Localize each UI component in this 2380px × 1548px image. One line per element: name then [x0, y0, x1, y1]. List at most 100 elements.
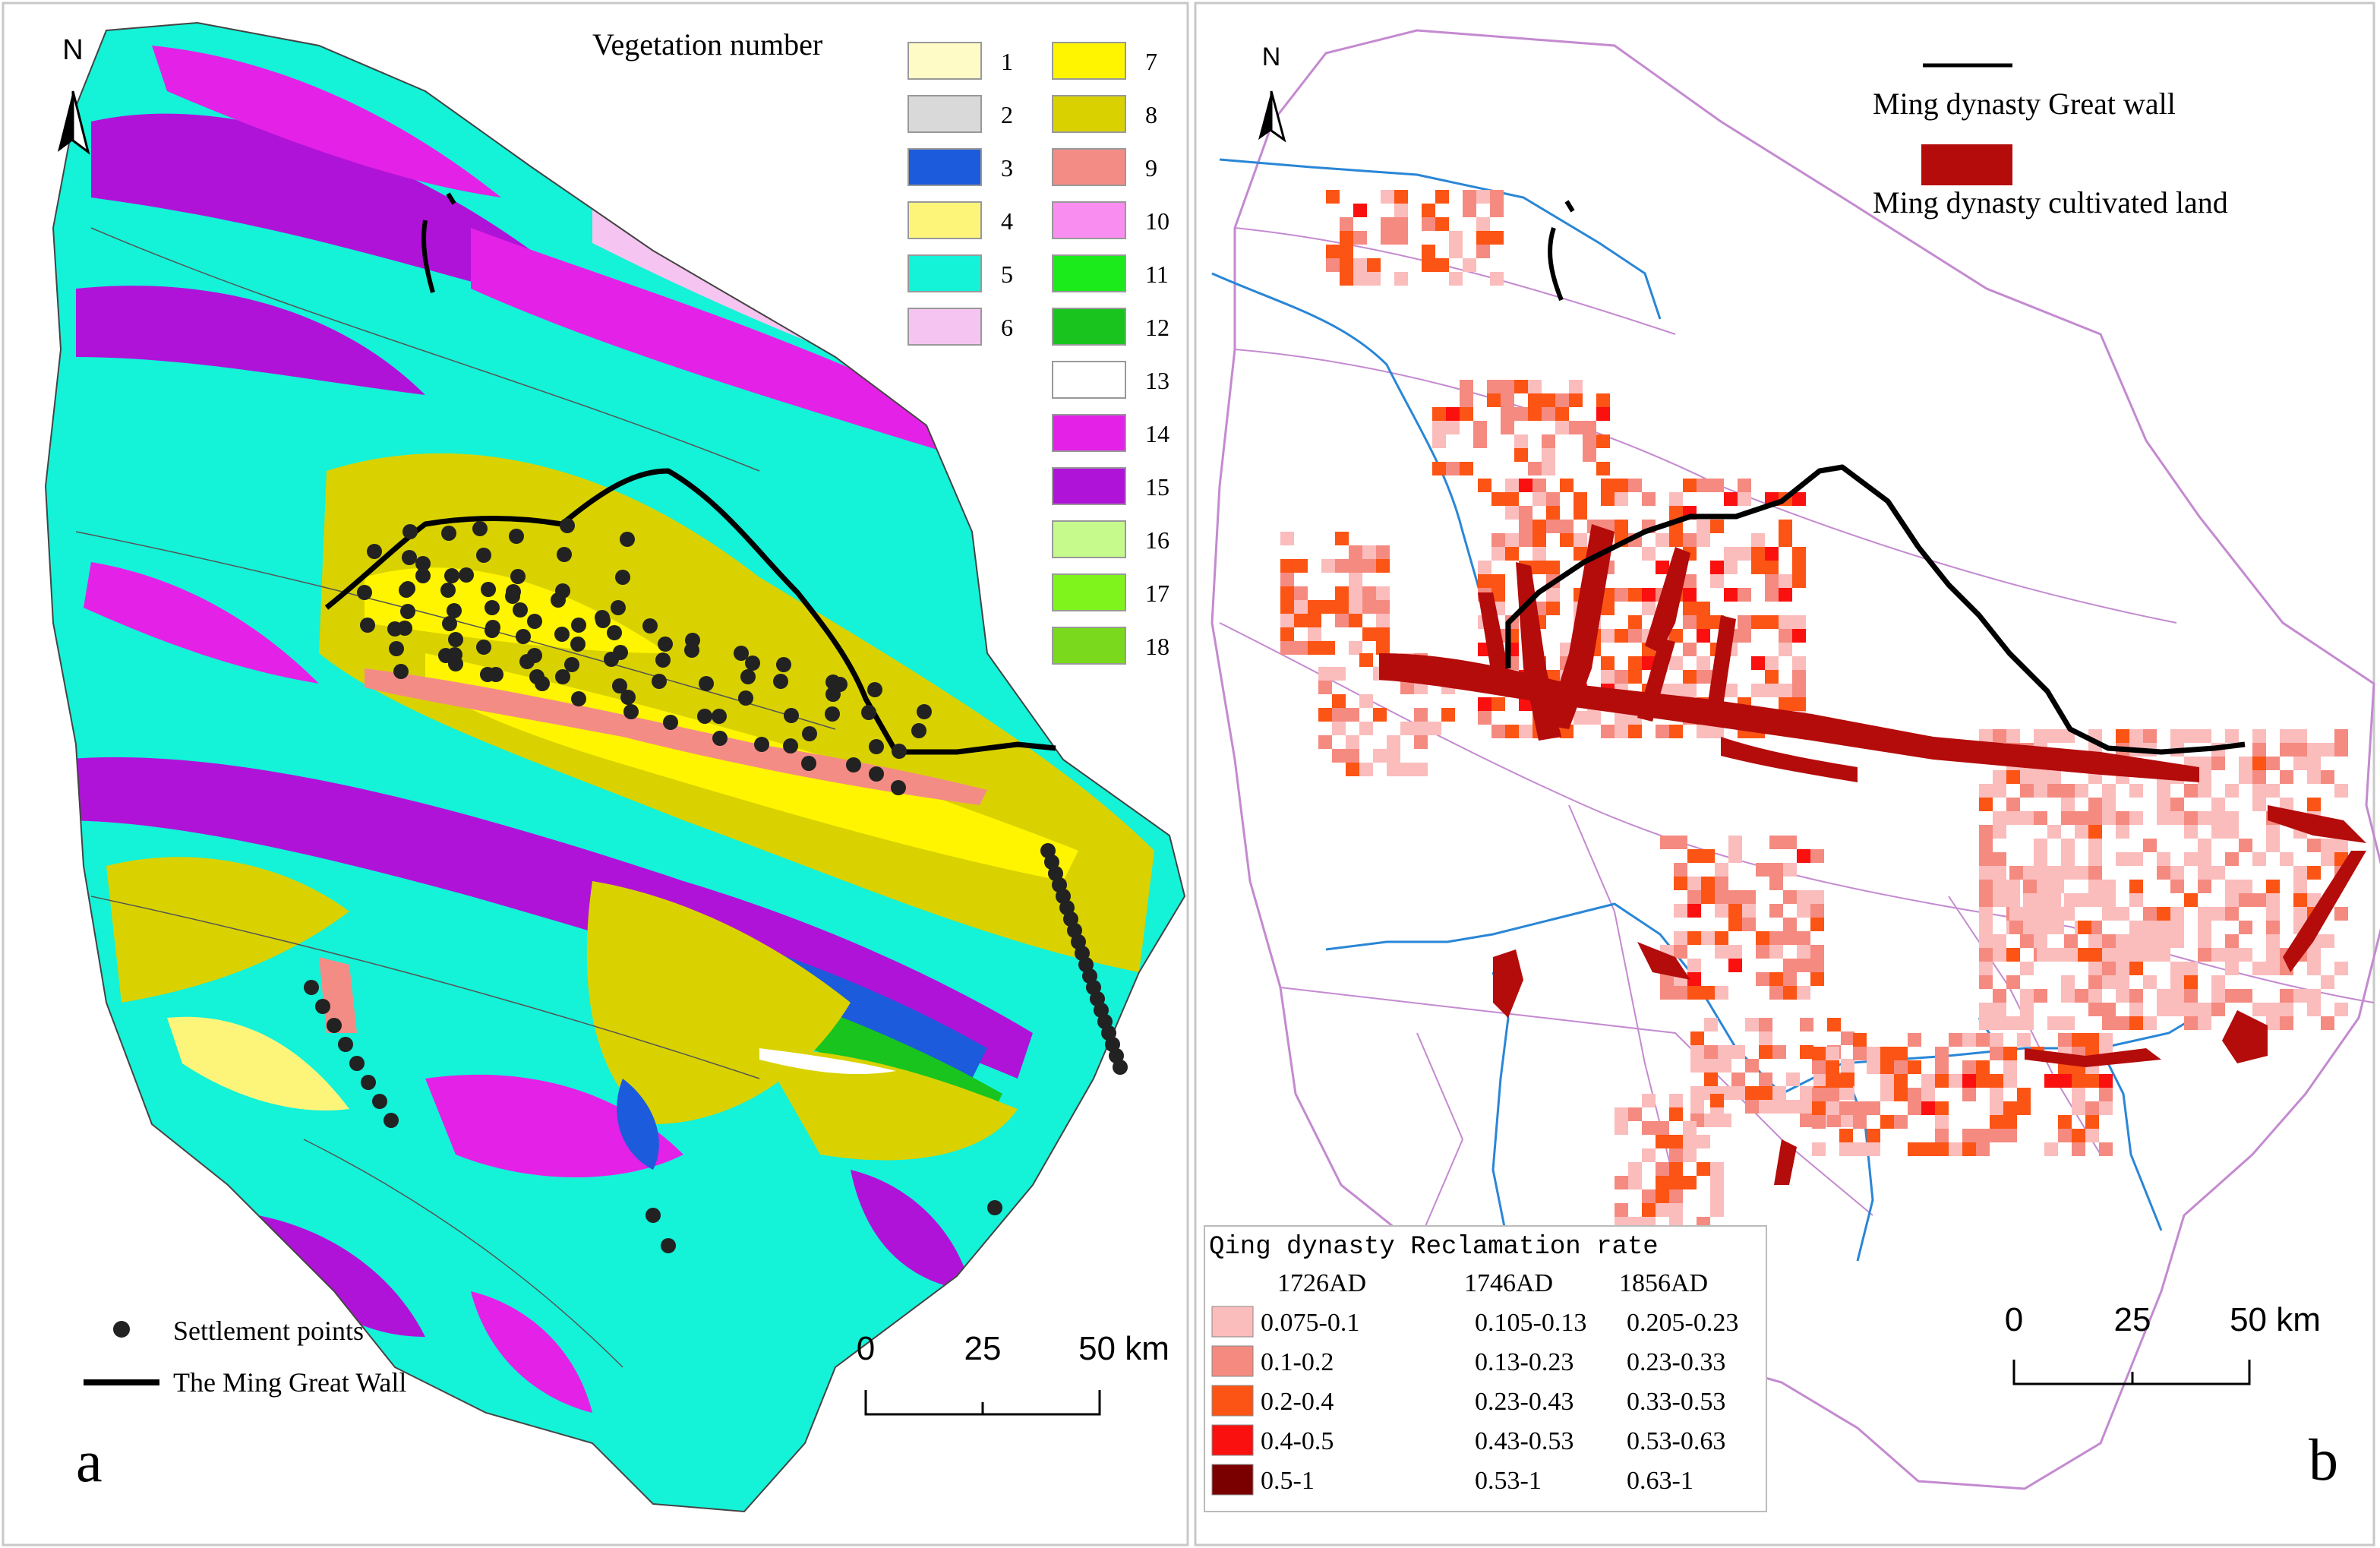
reclamation-cell — [1990, 1101, 2003, 1115]
settlement-point — [658, 637, 673, 652]
reclamation-cell — [1993, 934, 2006, 948]
vegetation-swatch-11 — [1052, 254, 1126, 292]
settlement-point — [513, 602, 528, 618]
reclamation-cell — [1979, 975, 1993, 989]
reclamation-cell — [2034, 934, 2047, 948]
reclamation-cell — [1765, 670, 1779, 684]
reclamation-cell — [1353, 204, 1367, 217]
settlement-point — [415, 568, 431, 583]
reclamation-cell — [2006, 893, 2020, 907]
reclamation-cell — [1710, 479, 1724, 492]
reclamation-cell — [1574, 711, 1587, 725]
settlement-point — [357, 585, 372, 600]
reclamation-cell — [1546, 561, 1560, 574]
reclamation-cell — [1697, 602, 1710, 615]
reclamation-cell — [1826, 1047, 1839, 1060]
reclamation-cell — [1478, 697, 1491, 711]
reclamation-cell — [2088, 975, 2102, 989]
svg-text:25: 25 — [964, 1330, 1002, 1367]
reclamation-cell — [2184, 1016, 2198, 1030]
reclamation-range: 0.33-0.53 — [1627, 1388, 1725, 1416]
reclamation-cell — [2047, 866, 2061, 880]
reclamation-cell — [2009, 907, 2023, 921]
reclamation-cell — [1751, 533, 1765, 547]
reclamation-cell — [2017, 1088, 2031, 1101]
reclamation-cell — [1414, 763, 1428, 776]
settlement-point — [338, 1037, 353, 1052]
reclamation-cell — [2211, 989, 2225, 1003]
reclamation-cell — [2017, 1101, 2031, 1115]
reclamation-cell — [2009, 921, 2023, 934]
reclamation-cell — [1528, 462, 1542, 475]
reclamation-cell — [1976, 1142, 1990, 1156]
reclamation-cell — [2280, 852, 2293, 866]
reclamation-cell — [1642, 1203, 1656, 1217]
settlement-point — [620, 690, 636, 705]
reclamation-cell — [2023, 880, 2037, 893]
reclamation-cell — [2143, 1016, 2157, 1030]
reclamation-cell — [2047, 825, 2061, 839]
reclamation-cell — [1683, 588, 1697, 602]
vegetation-swatch-5 — [907, 254, 982, 292]
reclamation-cell — [2170, 798, 2184, 811]
reclamation-cell — [2321, 852, 2334, 866]
reclamation-cell — [2170, 921, 2184, 934]
reclamation-cell — [2266, 893, 2280, 907]
reclamation-cell — [2157, 784, 2170, 798]
reclamation-cell — [1669, 1176, 1683, 1189]
reclamation-cell — [1800, 1100, 1813, 1114]
reclamation-cell — [1505, 547, 1519, 561]
reclamation-cell — [1993, 948, 2006, 962]
reclamation-cell — [1542, 393, 1555, 407]
reclamation-cell — [1962, 1129, 1976, 1142]
reclamation-range: 0.5-1 — [1261, 1467, 1315, 1495]
reclamation-cell — [1715, 890, 1728, 904]
reclamation-cell — [1728, 959, 1742, 972]
reclamation-cell — [1642, 1094, 1656, 1107]
reclamation-cell — [1669, 725, 1683, 738]
reclamation-cell — [2170, 729, 2184, 743]
reclamation-cell — [1880, 1074, 1894, 1088]
reclamation-cell — [1449, 272, 1463, 286]
reclamation-cell — [1949, 1033, 1962, 1047]
reclamation-cell — [1318, 667, 1332, 681]
reclamation-cell — [2006, 880, 2020, 893]
reclamation-cell — [2280, 729, 2293, 743]
vegetation-number-16: 16 — [1145, 526, 1169, 554]
reclamation-cell — [2088, 948, 2102, 962]
reclamation-cell — [2157, 852, 2170, 866]
reclamation-cell — [2198, 770, 2211, 784]
reclamation-range: 0.075-0.1 — [1261, 1309, 1359, 1337]
reclamation-cell — [1449, 245, 1463, 258]
reclamation-cell — [1935, 1142, 1949, 1156]
settlement-point — [604, 652, 619, 667]
reclamation-cell — [1812, 1142, 1826, 1156]
reclamation-cell — [2239, 989, 2252, 1003]
reclamation-cell — [2211, 757, 2225, 770]
reclamation-cell — [1690, 1086, 1704, 1100]
reclamation-cell — [2129, 948, 2143, 962]
reclamation-cell — [1546, 588, 1560, 602]
reclamation-cell — [2225, 907, 2239, 921]
reclamation-cell — [1674, 986, 1687, 1000]
reclamation-cell — [1759, 1045, 1772, 1059]
reclamation-cell — [1532, 520, 1546, 533]
reclamation-cell — [1962, 1088, 1976, 1101]
reclamation-cell — [2129, 852, 2143, 866]
reclamation-cell — [1935, 1129, 1949, 1142]
settlement-point — [557, 547, 572, 562]
reclamation-cell — [1908, 1088, 1921, 1101]
year-1726: 1726AD — [1277, 1269, 1366, 1297]
reclamation-cell — [1669, 1189, 1683, 1203]
reclamation-cell — [2006, 811, 2020, 825]
reclamation-cell — [1710, 1189, 1724, 1203]
reclamation-cell — [1908, 1142, 1921, 1156]
reclamation-cell — [2293, 757, 2307, 770]
reclamation-cell — [1710, 725, 1724, 738]
reclamation-cell — [1376, 614, 1390, 627]
reclamation-cell — [1772, 1100, 1786, 1114]
reclamation-cell — [1710, 1162, 1724, 1176]
reclamation-cell — [1280, 586, 1294, 600]
reclamation-cell — [1574, 533, 1587, 547]
reclamation-cell — [2003, 1047, 2017, 1060]
